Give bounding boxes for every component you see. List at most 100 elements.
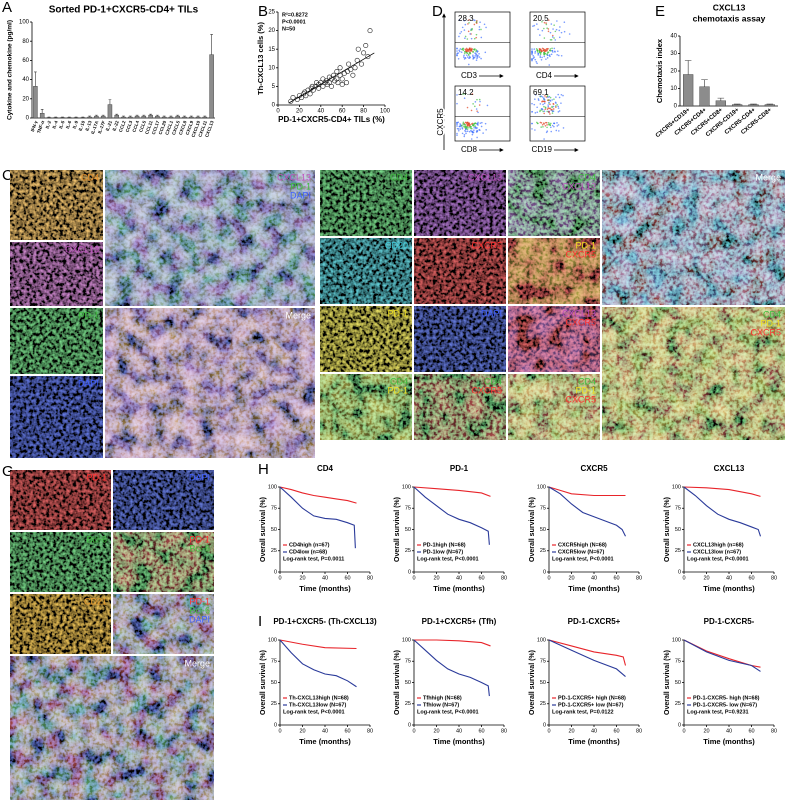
x-tick-label: 0 (278, 728, 281, 734)
bar (195, 116, 201, 119)
y-tick-label: 75 (271, 506, 277, 512)
error-bar (101, 114, 105, 117)
bar (209, 54, 214, 119)
stain-label: CXCL13 (562, 181, 596, 191)
micrograph (320, 306, 412, 372)
point (367, 28, 373, 34)
x-axis-label: Time (months) (299, 584, 351, 593)
panel-label: E (655, 3, 665, 20)
y-tick-label: 20 (22, 96, 29, 102)
stain-label: DAPI (290, 190, 311, 200)
chart-title: PD-1+CXCR5- (Th-CXCL13) (273, 617, 377, 626)
x-tick-label: 60 (339, 109, 346, 115)
y-tick-label: 0 (543, 722, 546, 728)
y-tick-label: 25 (405, 548, 411, 554)
point (358, 61, 364, 67)
flow-axis-label: CD19 (532, 145, 553, 154)
annotation: Log-rank test, P<0.0001 (283, 709, 345, 715)
bar (134, 115, 140, 119)
error-bar (162, 115, 166, 118)
point (335, 80, 341, 86)
y-tick-label: 25 (540, 701, 546, 707)
micrograph (10, 308, 103, 374)
x-tick-label: 80 (367, 728, 373, 734)
bar (683, 74, 694, 107)
x-tick-label: 80 (360, 109, 367, 115)
x-tick-label: 40 (322, 575, 328, 581)
stain-label: Merge (755, 172, 781, 182)
point (290, 95, 296, 101)
y-tick-label: 100 (672, 637, 681, 643)
x-tick-label: CXCL10 (191, 120, 202, 138)
legend-label: PD-1-CXCR5+ low (N=67) (558, 702, 624, 708)
point (328, 83, 334, 89)
legend-label: CXCL13high (n=68) (693, 542, 744, 548)
x-axis-label: Time (months) (433, 584, 485, 593)
bar (114, 114, 119, 119)
stain-label: PD-1 (189, 596, 210, 606)
annotation: Log-rank test, P<0.0001 (552, 556, 614, 562)
x-tick-label: CXCL11 (197, 120, 208, 138)
stain-label: Bcl-6 (189, 543, 210, 553)
bar (764, 104, 775, 107)
stain-label: CD4 (578, 376, 596, 386)
micrograph (10, 170, 103, 240)
x-tick-label: 80 (636, 575, 642, 581)
point (350, 72, 356, 78)
annotation: Log-rank test, P=0.0122 (552, 709, 614, 715)
x-tick-label: 60 (478, 575, 484, 581)
y-tick-label: 50 (405, 680, 411, 686)
x-axis-label: Time (months) (703, 584, 755, 593)
stain-label: CXCL13 (562, 308, 596, 318)
stain-label: CXCR5 (565, 394, 596, 404)
chart-title: PD-1+CXCR5+ (Tfh) (422, 617, 497, 626)
panel-label: B (258, 3, 268, 20)
y-tick-label: 0 (26, 116, 30, 122)
y-tick-label: 75 (271, 659, 277, 665)
x-tick-label: 60 (613, 728, 619, 734)
y-tick-label: 100 (402, 637, 411, 643)
y-tick-label: 75 (675, 659, 681, 665)
x-tick-label: 0 (547, 575, 550, 581)
x-tick-label: IL-5 (58, 120, 66, 130)
x-tick-label: 20 (568, 575, 574, 581)
bar (732, 104, 743, 107)
chart-title: PD-1-CXCR5- (704, 617, 755, 626)
legend-label: CXCR5low (N=67) (558, 549, 604, 555)
stain-label: CXCL13 (65, 244, 99, 254)
point (352, 65, 358, 71)
x-tick-label: 80 (501, 575, 507, 581)
x-tick-label: CCL11 (144, 120, 154, 135)
stain-label: PD-1 (760, 318, 781, 328)
flow-value: 14.2 (458, 88, 474, 97)
x-tick-label: IL-22 (111, 120, 119, 132)
stain-label: PD-1 (387, 385, 408, 395)
x-tick-label: CCL17 (151, 120, 161, 136)
x-tick-label: 40 (726, 728, 732, 734)
chart-title: CXCR5 (580, 464, 608, 473)
x-tick-label: IL-17F (97, 120, 106, 134)
stain-label: PD-1 (290, 181, 311, 191)
x-tick-label: 40 (456, 575, 462, 581)
y-axis-label: Overall survival (%) (394, 650, 401, 715)
y-tick-label: 50 (405, 527, 411, 533)
legend-label: CXCL13low (n=67) (693, 549, 741, 555)
stain-label: CXCR5 (565, 249, 596, 259)
chart-title: CXCL13 (714, 464, 745, 473)
micrograph (508, 374, 600, 440)
y-tick-label: 75 (540, 506, 546, 512)
x-tick-label: 80 (771, 728, 777, 734)
bar (189, 116, 194, 119)
x-tick-label: 20 (703, 575, 709, 581)
error-bar (717, 97, 725, 101)
error-bar (122, 115, 125, 118)
annotation: P<0.0001 (282, 19, 306, 25)
stain-label: Bcl-6 (86, 534, 107, 544)
survival-curve (683, 486, 762, 537)
x-tick-label: 20 (433, 728, 439, 734)
chart-title: CD4 (317, 464, 334, 473)
y-tick-label: 20 (268, 28, 275, 34)
survival-curve (414, 639, 491, 647)
error-bar (203, 115, 207, 118)
